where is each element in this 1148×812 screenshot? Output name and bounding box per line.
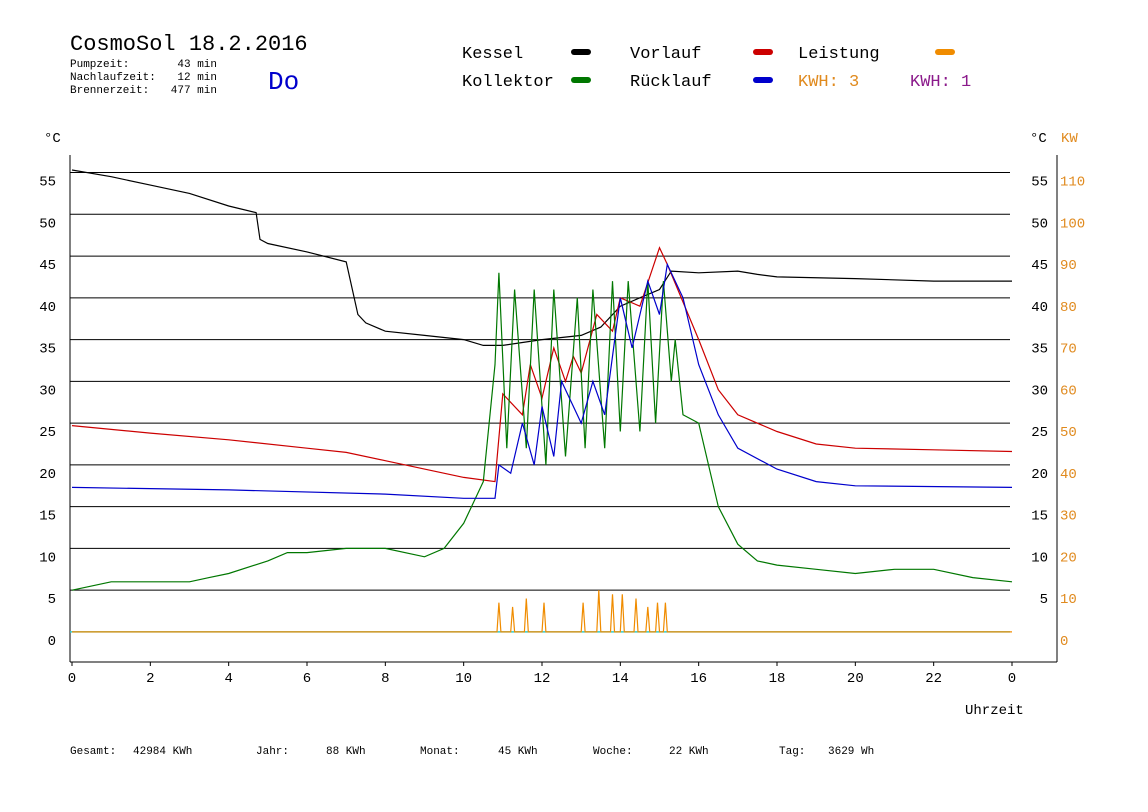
legend-label: Kessel (462, 45, 523, 64)
x-tick-label: 8 (381, 671, 389, 687)
legend-label: Rücklauf (630, 73, 712, 92)
y-tick-label: 30 (39, 383, 56, 399)
y-tick-label: 0 (48, 634, 56, 650)
footer-label: Gesamt: (70, 746, 116, 758)
footer-value: 42984 KWh (133, 746, 192, 758)
y-right-tick-label: 40 (1031, 300, 1048, 316)
x-tick-label: 12 (534, 671, 551, 687)
day: Do (268, 67, 299, 97)
series-line (71, 169, 1012, 346)
y2-tick-label: 40 (1060, 467, 1077, 483)
y2-tick-label: 60 (1060, 383, 1077, 399)
y-tick-label: 15 (39, 509, 56, 525)
stat-label: Pumpzeit: (70, 59, 129, 71)
y-right-tick-label: 25 (1031, 425, 1048, 441)
y-right-tick-label: 20 (1031, 467, 1048, 483)
y2-tick-label: 100 (1060, 216, 1085, 232)
x-tick-label: 10 (455, 671, 472, 687)
y2-unit: °C (1030, 131, 1047, 147)
legend-label: Kollektor (462, 73, 554, 92)
y-right-tick-label: 5 (1040, 592, 1048, 608)
footer-value: 22 KWh (669, 746, 709, 758)
y-tick-label: 55 (39, 175, 56, 191)
x-tick-label: 0 (68, 671, 76, 687)
y2-tick-label: 50 (1060, 425, 1077, 441)
x-tick-label: 18 (769, 671, 786, 687)
footer-label: Woche: (593, 746, 633, 758)
y-tick-label: 50 (39, 216, 56, 232)
stat-value: 12 min (177, 72, 217, 84)
y-tick-label: 45 (39, 258, 56, 274)
x-tick-label: 22 (925, 671, 942, 687)
series-line (71, 246, 1013, 483)
y-unit: °C (44, 131, 61, 147)
x-tick-label: 20 (847, 671, 864, 687)
stat-value: 43 min (177, 59, 217, 71)
legend-label: Vorlauf (630, 45, 701, 64)
stat-label: Brennerzeit: (70, 85, 149, 97)
y2-tick-label: 90 (1060, 258, 1077, 274)
y2-label: KW (1061, 131, 1078, 147)
x-tick-label: 6 (303, 671, 311, 687)
y2-tick-label: 10 (1060, 592, 1077, 608)
y-right-tick-label: 45 (1031, 258, 1048, 274)
y2-tick-label: 0 (1060, 634, 1068, 650)
y-tick-label: 10 (39, 550, 56, 566)
y2-tick-label: 80 (1060, 300, 1077, 316)
stat-label: Nachlaufzeit: (70, 72, 156, 84)
series-line (71, 272, 1013, 591)
series-line (72, 590, 1012, 633)
y-tick-label: 20 (39, 467, 56, 483)
footer-value: 3629 Wh (828, 746, 874, 758)
y-tick-label: 25 (39, 425, 56, 441)
series-line (71, 262, 1013, 499)
y2-tick-label: 30 (1060, 509, 1077, 525)
legend-label: Leistung (798, 45, 880, 64)
y-right-tick-label: 30 (1031, 383, 1048, 399)
footer-value: 45 KWh (498, 746, 538, 758)
stat-value: 477 min (171, 85, 217, 97)
annotation: KWH: 3 (798, 73, 859, 92)
y-tick-label: 40 (39, 300, 56, 316)
title: CosmoSol 18.2.2016 (70, 32, 308, 57)
y-tick-label: 35 (39, 342, 56, 358)
footer-label: Jahr: (256, 746, 289, 758)
footer-label: Tag: (779, 746, 805, 758)
y-right-tick-label: 50 (1031, 216, 1048, 232)
x-label: Uhrzeit (965, 703, 1024, 719)
annotation: KWH: 1 (910, 73, 971, 92)
y-tick-label: 5 (48, 592, 56, 608)
x-tick-label: 4 (224, 671, 232, 687)
y2-tick-label: 70 (1060, 342, 1077, 358)
x-tick-label: 2 (146, 671, 154, 687)
footer-value: 88 KWh (326, 746, 366, 758)
x-tick-label: 0 (1008, 671, 1016, 687)
y-right-tick-label: 35 (1031, 342, 1048, 358)
x-tick-label: 16 (690, 671, 707, 687)
x-tick-label: 14 (612, 671, 629, 687)
y-right-tick-label: 55 (1031, 175, 1048, 191)
y2-tick-label: 110 (1060, 175, 1085, 191)
y-right-tick-label: 15 (1031, 509, 1048, 525)
y2-tick-label: 20 (1060, 550, 1077, 566)
footer-label: Monat: (420, 746, 460, 758)
y-right-tick-label: 10 (1031, 550, 1048, 566)
